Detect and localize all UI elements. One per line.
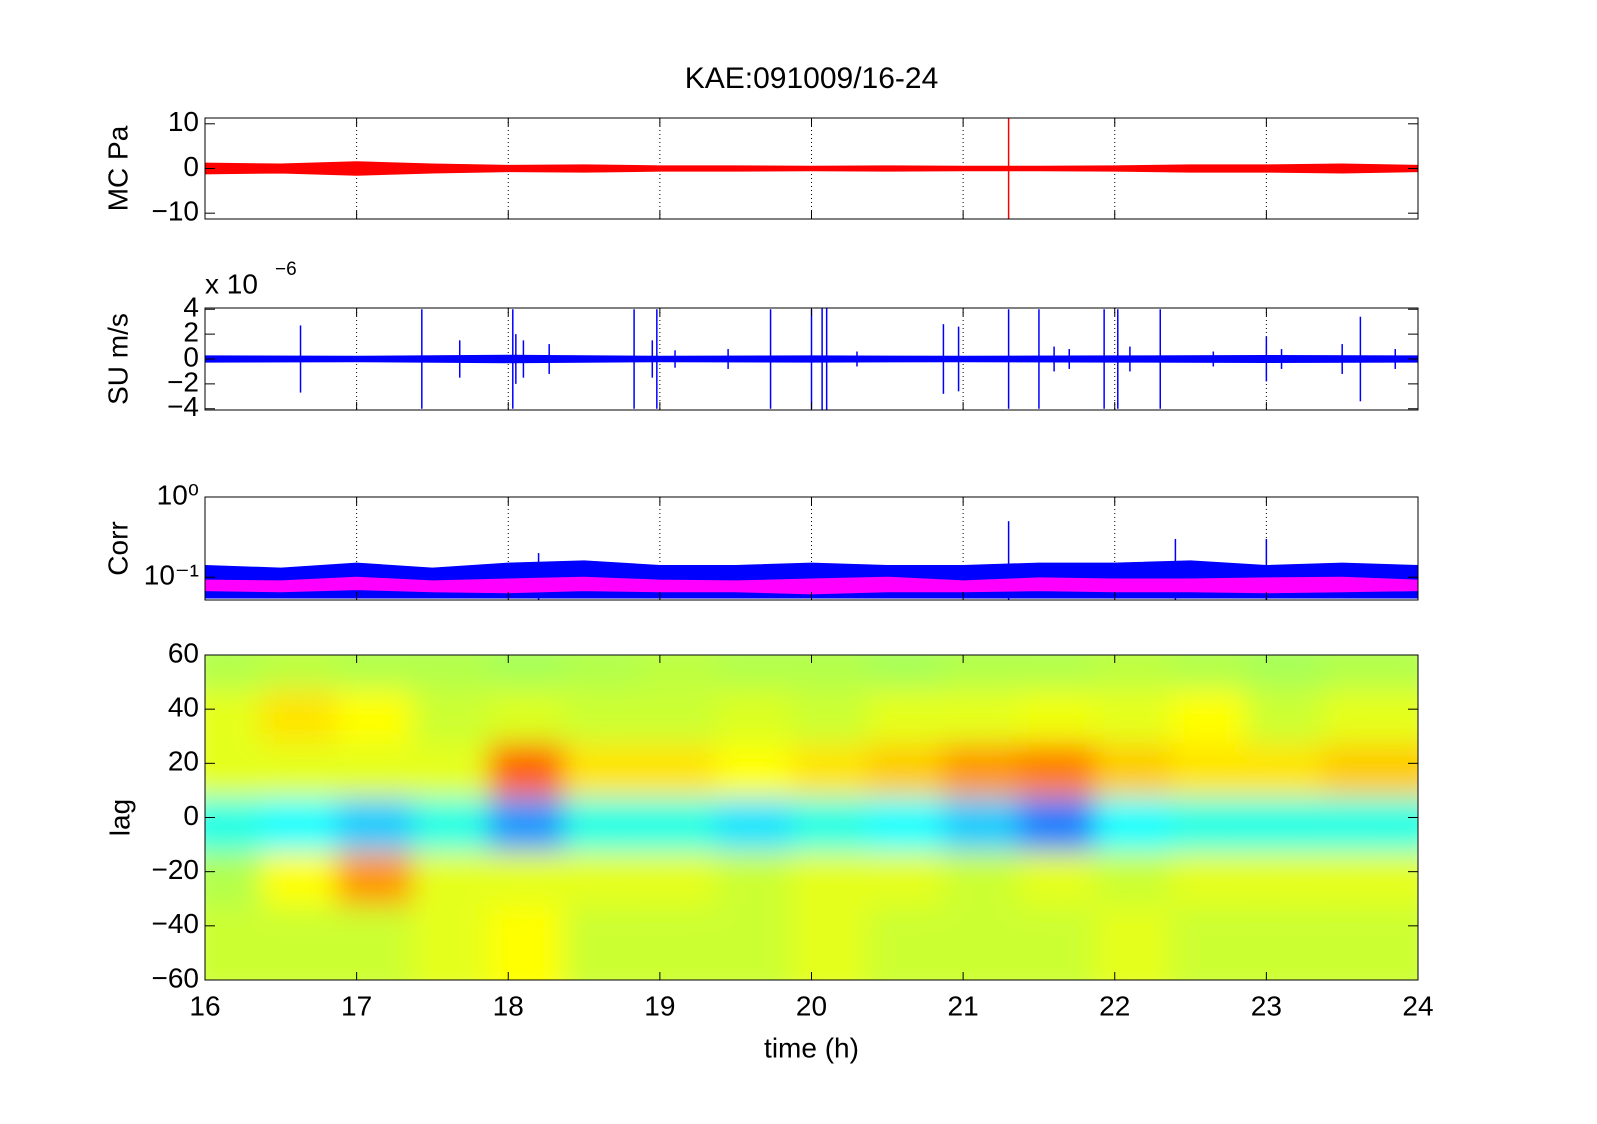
y-tick-label: −10 xyxy=(152,196,200,227)
y-tick-label: 10⁻¹ xyxy=(144,560,199,591)
x-tick-label: 21 xyxy=(948,990,979,1021)
y-axis-label: Corr xyxy=(102,521,133,575)
y-tick-label: −40 xyxy=(152,908,200,939)
panel: 10⁻¹ 10⁰ Corr xyxy=(102,479,1419,601)
x-tick-label: 16 xyxy=(189,990,220,1021)
x-tick-label: 18 xyxy=(493,990,524,1021)
y-tick-label: 4 xyxy=(183,292,199,323)
y-tick-label: 0 xyxy=(183,341,199,372)
y-tick-label: −20 xyxy=(152,854,200,885)
x-tick-label: 17 xyxy=(341,990,372,1021)
y-tick-label: 20 xyxy=(168,746,199,777)
axis-multiplier-exponent: −6 xyxy=(275,259,297,280)
heatmap-cells xyxy=(205,655,1418,980)
y-tick-label: 10 xyxy=(168,106,199,137)
y-tick-label: −4 xyxy=(167,391,199,422)
axis-multiplier: x 10 xyxy=(205,268,258,299)
x-tick-label: 22 xyxy=(1099,990,1130,1021)
y-tick-label: −2 xyxy=(167,366,199,397)
panel: −10 0 10 KAE:091009/16-24 MC Pa xyxy=(102,62,1419,227)
y-axis-label: MC Pa xyxy=(102,125,133,211)
x-tick-label: 23 xyxy=(1251,990,1282,1021)
y-axis-label: SU m/s xyxy=(102,313,133,405)
x-tick-label: 24 xyxy=(1402,990,1433,1021)
y-tick-label: −60 xyxy=(152,962,200,993)
x-axis-label: time (h) xyxy=(764,1032,859,1063)
heat-cell xyxy=(1322,905,1418,980)
y-tick-label: 60 xyxy=(168,637,199,668)
heatmap xyxy=(205,655,1418,980)
y-tick-label: 0 xyxy=(183,151,199,182)
panel: 16 17 18 19 20 21 22 23 24 −60 −40 −20 0 20 40 60 lag tim… xyxy=(104,637,1433,1063)
y-tick-label: 2 xyxy=(183,317,199,348)
y-tick-label: 40 xyxy=(168,692,199,723)
signal-band xyxy=(204,161,1419,176)
chart-title: KAE:091009/16-24 xyxy=(685,62,939,95)
y-axis-label: lag xyxy=(104,799,135,836)
y-tick-label: 0 xyxy=(183,800,199,831)
x-tick-label: 20 xyxy=(796,990,827,1021)
x-tick-label: 19 xyxy=(644,990,675,1021)
y-tick-label: 10⁰ xyxy=(157,479,199,510)
